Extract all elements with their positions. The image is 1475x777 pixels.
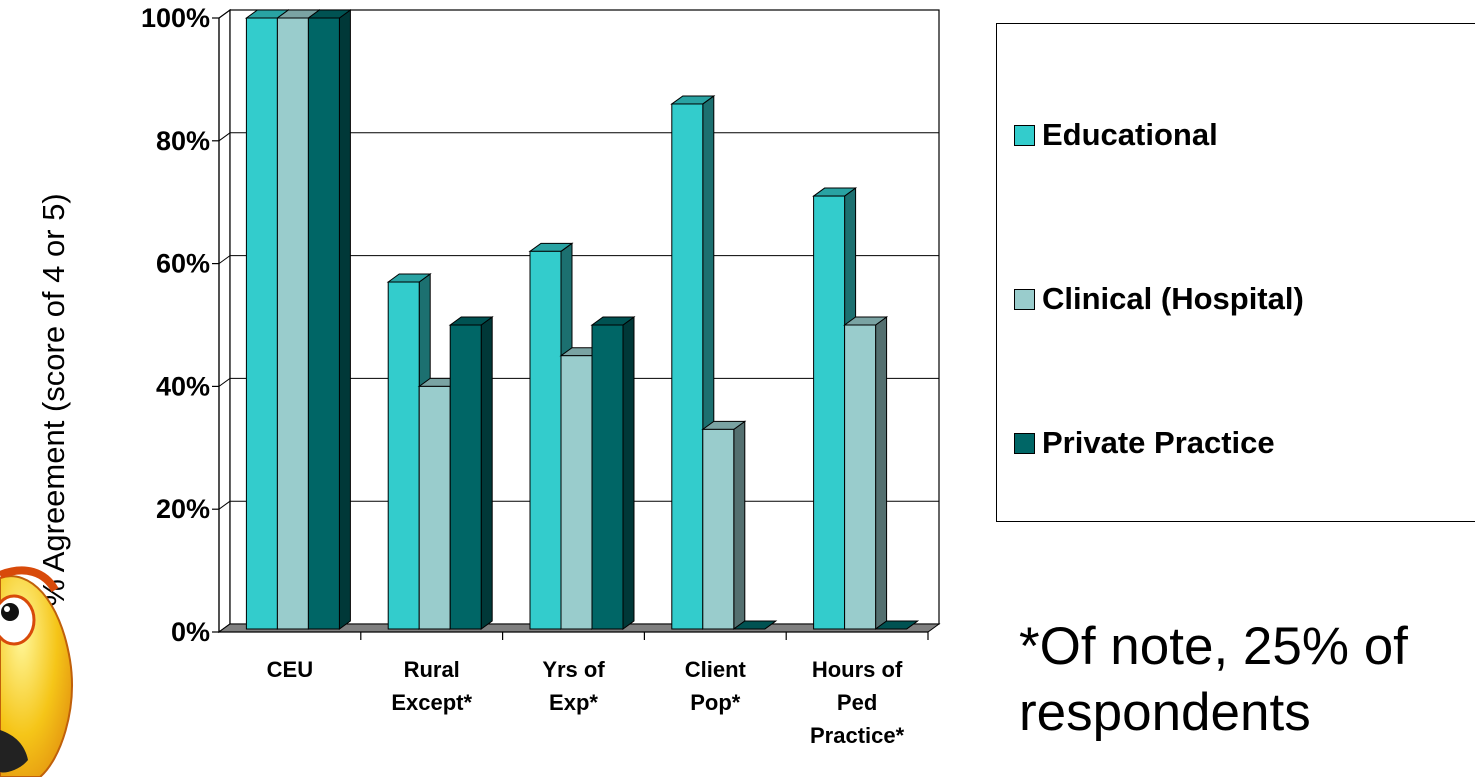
y-tick-label: 100% <box>141 3 210 33</box>
gridline-side <box>218 9 231 19</box>
gridline-side <box>218 377 231 387</box>
y-tick-label: 80% <box>156 126 210 156</box>
y-axis-label-group: % Agreement (score of 4 or 5) <box>36 193 71 607</box>
bar-side-clinical-hospital- <box>875 316 888 630</box>
bar-educational <box>671 103 704 630</box>
plot-area: 0% 20% 40% 60% 80% 100% CEU Rural Except* Yrs of E… <box>141 3 941 748</box>
gridline-side <box>218 500 231 510</box>
bar-side-private-practice <box>480 316 493 630</box>
legend-item-clinical: Clinical (Hospital) <box>1014 281 1304 317</box>
footnote: *Of note, 25% of respondents <box>1019 614 1408 746</box>
bar-private-practice <box>307 17 340 630</box>
bar-educational <box>813 195 846 630</box>
bar-private-practice <box>449 324 482 630</box>
bar-clinical-hospital- <box>276 17 309 630</box>
legend-label-educational: Educational <box>1042 117 1218 152</box>
x-tick-label: CEU <box>267 657 313 682</box>
legend-swatch-educational <box>1014 124 1035 146</box>
y-tick-label: 60% <box>156 249 210 279</box>
legend-item-private-practice: Private Practice <box>1014 425 1275 461</box>
character-face-graphic <box>0 566 73 777</box>
bar-top-private-practice <box>874 620 920 630</box>
side-wall <box>218 8 231 634</box>
legend-item-educational: Educational <box>1014 117 1218 153</box>
legend-label-private-practice: Private Practice <box>1042 425 1275 460</box>
y-tick-label: 20% <box>156 494 210 524</box>
x-tick-label: Ped <box>837 690 877 715</box>
legend: Educational Clinical (Hospital) Private … <box>996 23 1475 522</box>
bar-clinical-hospital- <box>418 385 451 630</box>
legend-label-clinical: Clinical (Hospital) <box>1042 281 1304 316</box>
legend-swatch-clinical <box>1014 288 1035 310</box>
y-axis-label: % Agreement (score of 4 or 5) <box>36 193 71 607</box>
y-tick-label: 40% <box>156 371 210 401</box>
y-tick-label: 0% <box>171 617 210 647</box>
gridline-side <box>218 255 231 265</box>
footnote-line-2: respondents <box>1019 683 1311 742</box>
x-tick-label: Yrs of <box>542 657 605 682</box>
bar-top-private-practice <box>732 620 778 630</box>
bar-side-private-practice <box>338 9 351 630</box>
bar-private-practice <box>591 324 624 630</box>
bar-educational <box>387 281 420 630</box>
bar-educational <box>245 17 278 630</box>
gridline-side <box>218 132 231 142</box>
x-tick-label: Except* <box>391 690 472 715</box>
bar-side-private-practice <box>622 316 635 630</box>
bar-clinical-hospital- <box>844 324 877 630</box>
bar-clinical-hospital- <box>702 428 735 630</box>
x-tick-label: Pop* <box>690 690 741 715</box>
bar-side-clinical-hospital- <box>733 420 746 630</box>
x-tick-label: Practice* <box>810 723 905 748</box>
x-tick-label: Hours of <box>812 657 903 682</box>
bar-educational <box>529 250 562 630</box>
x-tick-label: Rural <box>404 657 460 682</box>
bar-clinical-hospital- <box>560 355 593 630</box>
footnote-line-1: *Of note, 25% of <box>1019 617 1408 676</box>
x-tick-label: Exp* <box>549 690 598 715</box>
legend-swatch-private-practice <box>1014 432 1035 454</box>
x-tick-label: Client <box>685 657 747 682</box>
eye-icon <box>0 594 36 646</box>
